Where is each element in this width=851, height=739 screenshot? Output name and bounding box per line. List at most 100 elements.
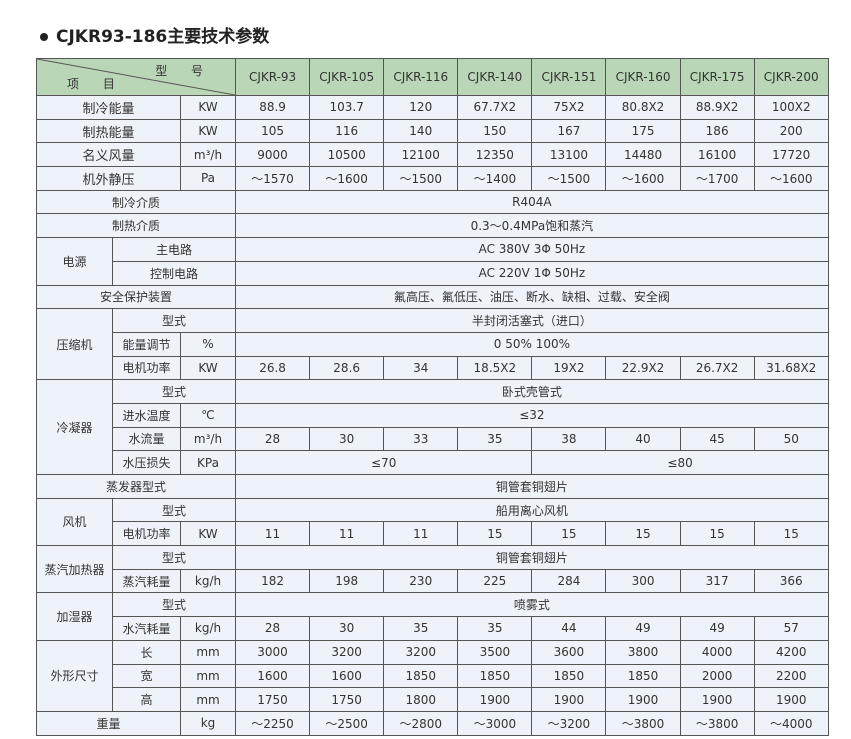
value-cell: 150	[457, 118, 533, 144]
value-cell: 31.68X2	[753, 355, 829, 381]
value-cell: 1600	[235, 663, 311, 689]
row-label: 电机功率	[112, 355, 181, 381]
row-value: ≤32	[235, 402, 829, 428]
value-cell: 1600	[309, 663, 385, 689]
value-cell: 35	[383, 616, 459, 641]
value-cell: 15	[457, 521, 533, 547]
value-cell: 4000	[679, 639, 755, 665]
row-label: 重量	[36, 710, 181, 736]
unit: kg/h	[179, 616, 237, 641]
value-cell: ～3800	[605, 710, 681, 736]
model-header-cell: CJKR-151	[531, 58, 607, 96]
value-cell: 105	[235, 118, 311, 144]
value-cell: 1750	[309, 687, 385, 712]
row-value: 卧式壳管式	[235, 379, 829, 404]
group-label: 电源	[36, 237, 113, 286]
table-row: 机外静压 Pa ～1570 ～1600 ～1500 ～1400 ～1500 ～1600 ～170…	[36, 166, 829, 191]
model-header-cell: CJKR-160	[605, 58, 681, 96]
value-cell: 1900	[605, 687, 681, 712]
table-row: 安全保护装置 氟高压、氟低压、油压、断水、缺相、过载、安全阀	[35, 284, 829, 310]
table-row: 电源 主电路 AC 380V 3Φ 50Hz	[36, 237, 829, 286]
row-label: 水压损失	[112, 450, 181, 475]
header-corner: 型 号 项 目	[35, 58, 237, 96]
value-cell: 35	[457, 616, 533, 641]
value-cell: 1850	[383, 663, 459, 689]
header-row: 型 号 项 目 CJKR-93 CJKR-105 CJKR-116 CJKR-1…	[35, 58, 829, 96]
row-label: 宽	[112, 663, 181, 689]
value-cell: 22.9X2	[605, 355, 681, 381]
value-cell: 40	[605, 426, 681, 452]
row-label: 机外静压	[36, 166, 181, 191]
value-cell: 1900	[531, 687, 607, 712]
value-cell: 26.8	[235, 355, 311, 381]
value-cell: 1850	[531, 663, 607, 689]
row-label: 型式	[111, 308, 237, 333]
value-cell: 28	[235, 616, 311, 641]
value-cell: 3200	[383, 639, 459, 665]
value-cell: 17720	[753, 142, 829, 168]
table-row: 加湿器 型式 喷雾式	[36, 592, 829, 641]
value-cell: 1800	[383, 687, 459, 712]
unit: Pa	[179, 166, 237, 191]
value-cell: 15	[531, 521, 607, 547]
value-cell: 3000	[235, 639, 311, 665]
model-header-cell: CJKR-140	[457, 58, 533, 96]
value-cell: 317	[679, 568, 755, 594]
unit: m³/h	[179, 142, 237, 168]
spec-table: 型 号 项 目 CJKR-93 CJKR-105 CJKR-116 CJKR-1…	[35, 58, 829, 736]
value-cell: 33	[383, 426, 459, 452]
model-header-cell: CJKR-200	[753, 58, 829, 96]
value-cell: 198	[309, 568, 385, 594]
value-cell: 49	[679, 616, 755, 641]
unit: KW	[179, 521, 237, 547]
value-cell: ～1600	[753, 166, 829, 191]
row-value: AC 220V 1Φ 50Hz	[235, 260, 829, 286]
table-row: 水汽耗量 kg/h 28 30 35 35 44 49 49 57	[37, 616, 829, 641]
value-cell: 200	[753, 118, 829, 144]
table-row: 电机功率 KW 11 11 11 15 15 15 15 15	[37, 521, 829, 547]
value-cell: 300	[605, 568, 681, 594]
value-cell: 100X2	[753, 95, 829, 120]
value-cell: 15	[753, 521, 829, 547]
row-label: 能量调节	[112, 331, 181, 357]
table-row: 高 mm 1750 1750 1800 1900 1900 1900 1900 1900	[37, 687, 829, 712]
value-cell: ～1600	[309, 166, 385, 191]
value-cell: 3600	[531, 639, 607, 665]
table-row: 冷凝器 型式 卧式壳管式	[36, 379, 829, 475]
value-cell: 38	[531, 426, 607, 452]
value-cell: 14480	[605, 142, 681, 168]
group-label: 蒸汽加热器	[36, 545, 113, 594]
value-cell: 11	[383, 521, 459, 547]
value-cell: 30	[309, 426, 385, 452]
value-cell: 284	[531, 568, 607, 594]
row-label: 制热能量	[36, 118, 181, 144]
unit: kg/h	[179, 568, 237, 594]
unit: %	[179, 331, 237, 357]
table-row: 控制电路 AC 220V 1Φ 50Hz	[37, 260, 829, 286]
row-label: 水流量	[112, 426, 181, 452]
row-value: 0 50% 100%	[235, 331, 829, 357]
table-row: 水流量 m³/h 28 30 33 35 38 40 45 50	[37, 426, 829, 452]
row-label: 电机功率	[112, 521, 181, 547]
value-cell: 140	[383, 118, 459, 144]
value-cell: 57	[753, 616, 829, 641]
row-label: 制热介质	[35, 213, 237, 239]
unit: ℃	[179, 402, 237, 428]
value-cell: 18.5X2	[457, 355, 533, 381]
bullet-icon	[40, 33, 48, 41]
value-cell: 15	[679, 521, 755, 547]
table-row: 制冷介质 R404A	[35, 189, 829, 215]
row-label: 蒸发器型式	[35, 474, 237, 499]
unit: KPa	[179, 450, 237, 475]
table-row: 进水温度 ℃ ≤32	[37, 402, 829, 428]
group-label: 风机	[36, 497, 113, 547]
value-cell: 15	[605, 521, 681, 547]
value-cell: 13100	[531, 142, 607, 168]
value-cell: ～1500	[383, 166, 459, 191]
value-cell: 4200	[753, 639, 829, 665]
value-cell: 35	[457, 426, 533, 452]
value-cell: ～2250	[235, 710, 311, 736]
table-row: 重量 kg ～2250 ～2500 ～2800 ～3000 ～3200 ～3800 ～3800 ～…	[36, 710, 829, 736]
row-label: 长	[112, 639, 181, 665]
value-cell: 1750	[235, 687, 311, 712]
